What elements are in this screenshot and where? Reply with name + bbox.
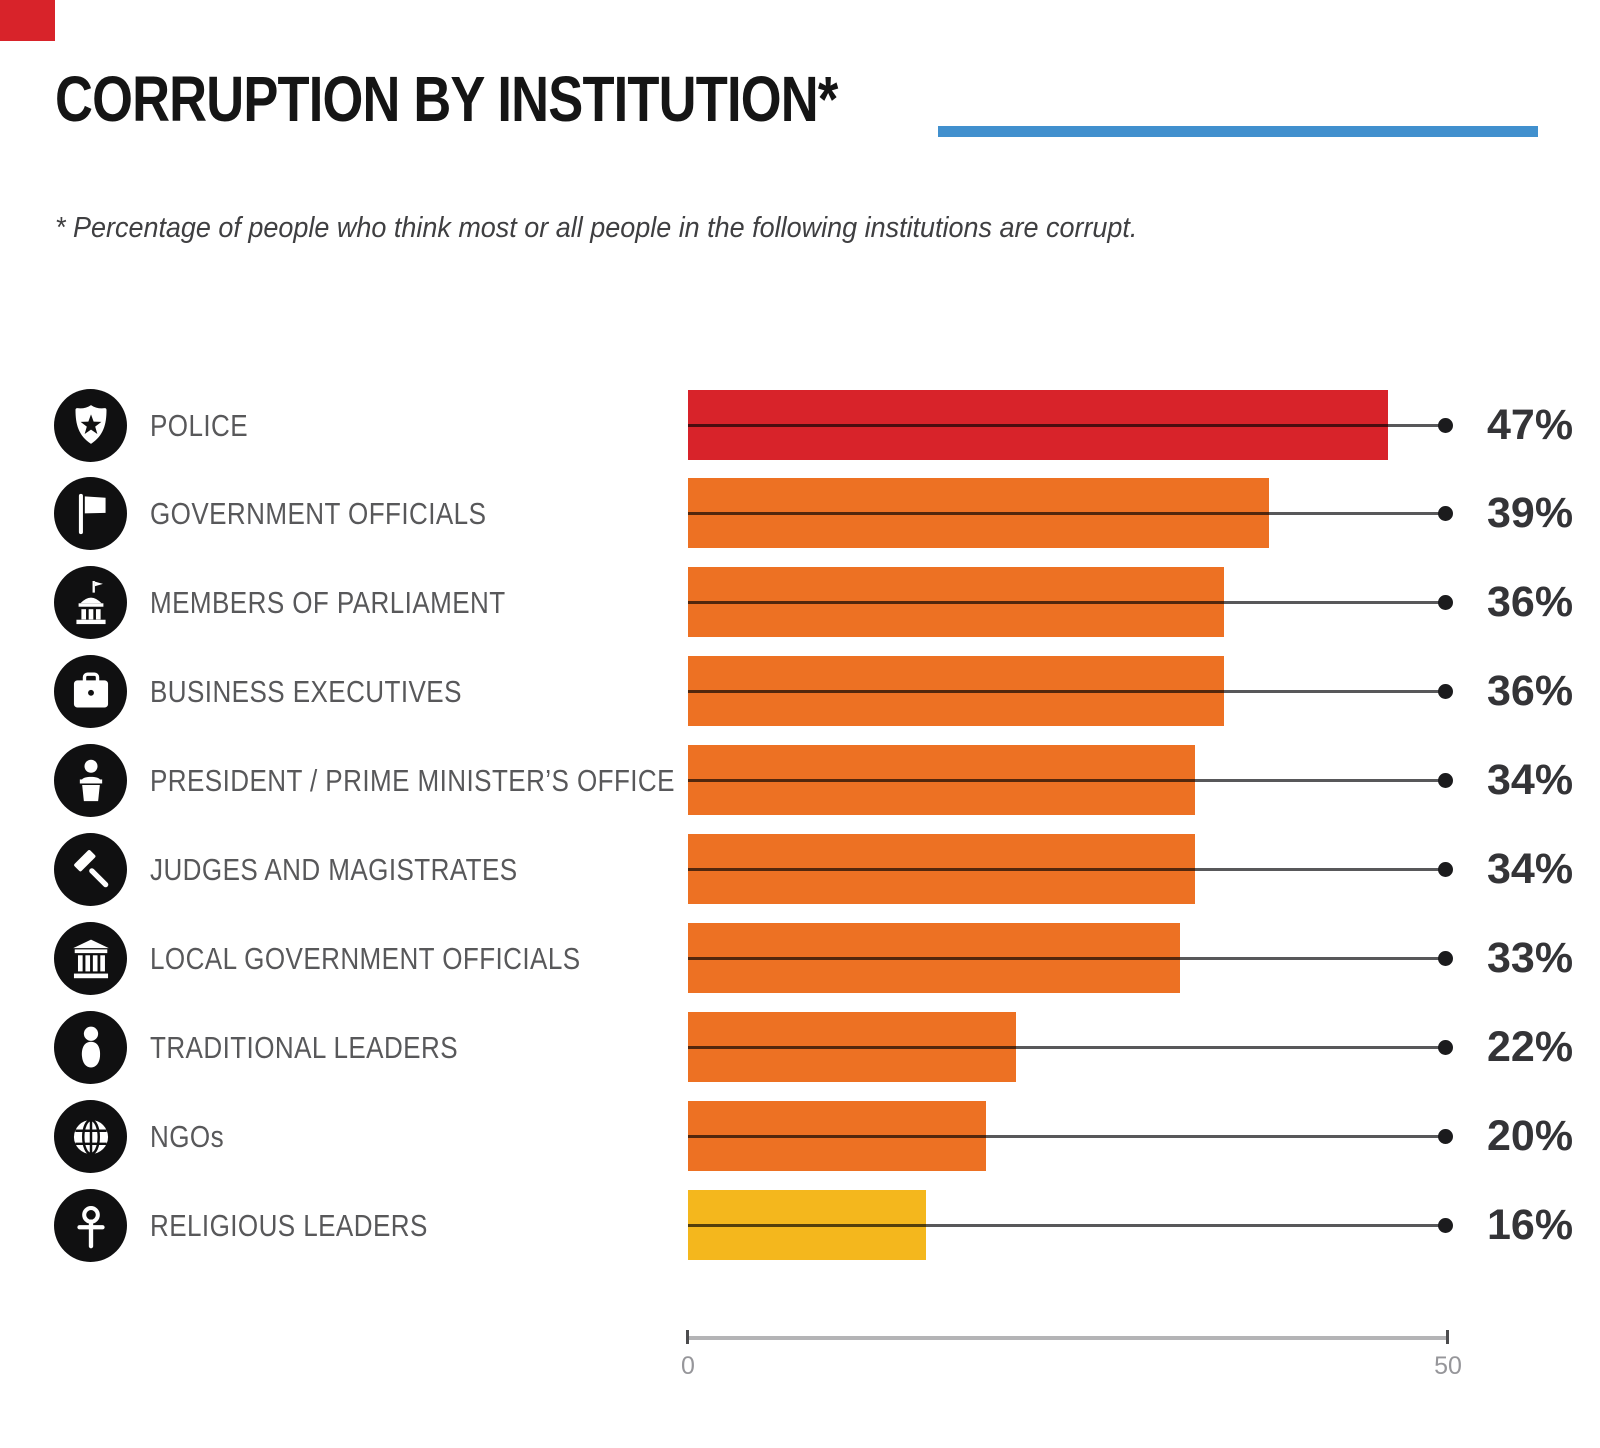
gavel-icon [54,833,127,906]
row-value: 16% [1487,1201,1574,1249]
row-value: 34% [1487,845,1574,893]
chart-row: PRESIDENT / PRIME MINISTER’S OFFICE 34% [0,736,1600,825]
chart-row: TRADITIONAL LEADERS 22% [0,1003,1600,1092]
row-label: PRESIDENT / PRIME MINISTER’S OFFICE [150,763,675,798]
chart-row: GOVERNMENT OFFICIALS 39% [0,469,1600,558]
leader-line [688,601,1445,604]
leader-dot [1438,1040,1453,1055]
leader-line [688,957,1445,960]
x-axis-tick-min [686,1330,689,1344]
leader-dot [1438,595,1453,610]
row-label: JUDGES AND MAGISTRATES [150,852,518,887]
chart-row: NGOs 20% [0,1092,1600,1181]
chart-footnote: * Percentage of people who think most or… [55,212,1138,244]
row-label: RELIGIOUS LEADERS [150,1208,428,1243]
leader-line [688,868,1445,871]
leader-line [688,1135,1445,1138]
ankh-icon [54,1189,127,1262]
row-value: 22% [1487,1023,1574,1071]
page-title: CORRUPTION BY INSTITUTION* [55,63,838,135]
chart-row: POLICE 47% [0,381,1600,470]
leader-dot [1438,506,1453,521]
row-value: 36% [1487,667,1574,715]
row-label: TRADITIONAL LEADERS [150,1030,458,1065]
leader-line [688,690,1445,693]
leader-line [688,512,1445,515]
row-value: 34% [1487,756,1574,804]
briefcase-icon [54,655,127,728]
row-value: 20% [1487,1112,1574,1160]
leader-dot [1438,951,1453,966]
person-icon [54,1011,127,1084]
row-value: 47% [1487,401,1574,449]
row-label: LOCAL GOVERNMENT OFFICIALS [150,941,581,976]
corner-mark [0,0,55,41]
leader-line [688,424,1445,427]
row-label: MEMBERS OF PARLIAMENT [150,585,506,620]
parliament-building-icon [54,566,127,639]
leader-line [688,1046,1445,1049]
leader-line [688,779,1445,782]
leader-line [688,1224,1445,1227]
leader-dot [1438,862,1453,877]
leader-dot [1438,1218,1453,1233]
chart-row: RELIGIOUS LEADERS 16% [0,1181,1600,1270]
row-label: GOVERNMENT OFFICIALS [150,496,487,531]
x-axis-line [688,1336,1448,1340]
x-axis-label-min: 0 [681,1352,695,1380]
leader-dot [1438,418,1453,433]
government-building-icon [54,922,127,995]
title-accent-line [938,126,1538,137]
police-badge-icon [54,389,127,462]
row-label: BUSINESS EXECUTIVES [150,674,462,709]
x-axis-label-max: 50 [1434,1352,1462,1380]
row-label: POLICE [150,408,249,443]
chart-row: LOCAL GOVERNMENT OFFICIALS 33% [0,914,1600,1003]
leader-dot [1438,773,1453,788]
row-value: 33% [1487,934,1574,982]
podium-speaker-icon [54,744,127,817]
chart-row: MEMBERS OF PARLIAMENT 36% [0,558,1600,647]
leader-dot [1438,684,1453,699]
flag-icon [54,477,127,550]
row-value: 39% [1487,489,1574,537]
chart-row: BUSINESS EXECUTIVES 36% [0,647,1600,736]
row-value: 36% [1487,578,1574,626]
globe-icon [54,1100,127,1173]
chart-row: JUDGES AND MAGISTRATES 34% [0,825,1600,914]
leader-dot [1438,1129,1453,1144]
x-axis-tick-max [1446,1330,1449,1344]
row-label: NGOs [150,1119,225,1154]
